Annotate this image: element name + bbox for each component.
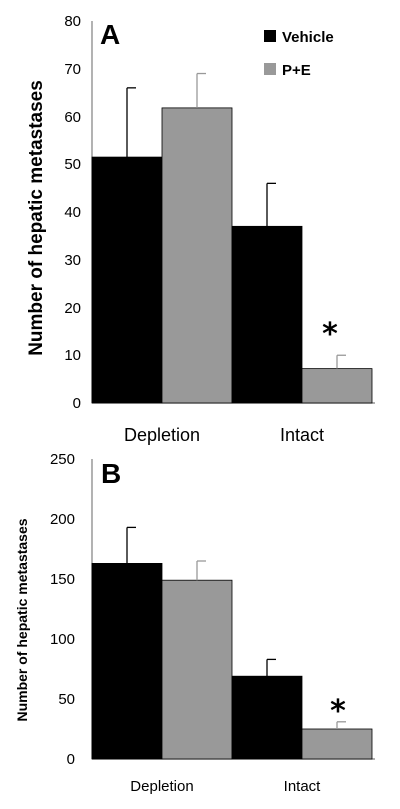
panel-b-ytick-label: 50: [58, 691, 75, 708]
legend-pe-label: P+E: [282, 62, 311, 79]
panel-a-significance-star: *: [322, 317, 338, 352]
panel-a-bar-pe-intact: [301, 368, 373, 404]
panel-b-y-axis-label: Number of hepatic metastases: [14, 518, 30, 721]
legend-vehicle-swatch: [264, 30, 276, 42]
panel-b: B Number of hepatic metastases 0 50 100 …: [14, 451, 375, 795]
panel-a-x-axis: Depletion Intact: [92, 402, 375, 445]
panel-a-y-axis: 0 10 20 30 40 50 60 70 80: [64, 13, 93, 412]
panel-a-ytick-label: 70: [64, 61, 81, 78]
panel-a-ytick-label: 50: [64, 156, 81, 173]
panel-b-ytick-label: 150: [50, 571, 75, 588]
panel-b-bar-pe-intact: [301, 728, 373, 760]
panel-b-y-axis: 0 50 100 150 200 250: [50, 451, 93, 768]
panel-a-ytick-label: 40: [64, 204, 81, 221]
panel-b-significance-star: *: [330, 694, 346, 729]
panel-a-ytick-label: 0: [73, 395, 81, 412]
legend-vehicle-label: Vehicle: [282, 29, 334, 46]
panel-b-ytick-label: 100: [50, 631, 75, 648]
panel-b-bar-vehicle-intact: [231, 675, 303, 760]
panel-b-letter: B: [101, 458, 121, 489]
panel-a-ytick-label: 20: [64, 300, 81, 317]
panel-b-bar-vehicle-depletion: [91, 563, 163, 760]
panel-a-bars: [91, 72, 373, 404]
panel-a-ytick-label: 10: [64, 347, 81, 364]
panel-a-ytick-label: 30: [64, 252, 81, 269]
panel-a-category-label: Depletion: [124, 425, 200, 445]
panel-a-letter: A: [100, 19, 120, 50]
panel-b-ytick-label: 200: [50, 511, 75, 528]
panel-a-category-label: Intact: [280, 425, 324, 445]
panel-b-category-label: Intact: [284, 778, 322, 795]
panel-b-bar-pe-depletion: [161, 579, 233, 760]
panel-a-ytick-label: 60: [64, 109, 81, 126]
panel-a-bar-vehicle-intact: [231, 225, 303, 404]
panel-a-bar-vehicle-depletion: [91, 156, 163, 404]
panel-a: A Number of hepatic metastases Vehicle P…: [26, 13, 375, 445]
panel-b-bars: [91, 526, 373, 760]
panel-a-ytick-label: 80: [64, 13, 81, 30]
panel-a-bar-pe-depletion: [161, 107, 233, 404]
panel-b-ytick-label: 250: [50, 451, 75, 468]
panel-a-y-axis-label: Number of hepatic metastases: [26, 80, 47, 356]
panel-b-category-label: Depletion: [130, 778, 193, 795]
panel-b-x-axis: Depletion Intact: [92, 758, 375, 795]
panel-b-ytick-label: 0: [67, 751, 75, 768]
panel-a-legend: Vehicle P+E: [264, 29, 334, 79]
legend-pe-swatch: [264, 63, 276, 75]
